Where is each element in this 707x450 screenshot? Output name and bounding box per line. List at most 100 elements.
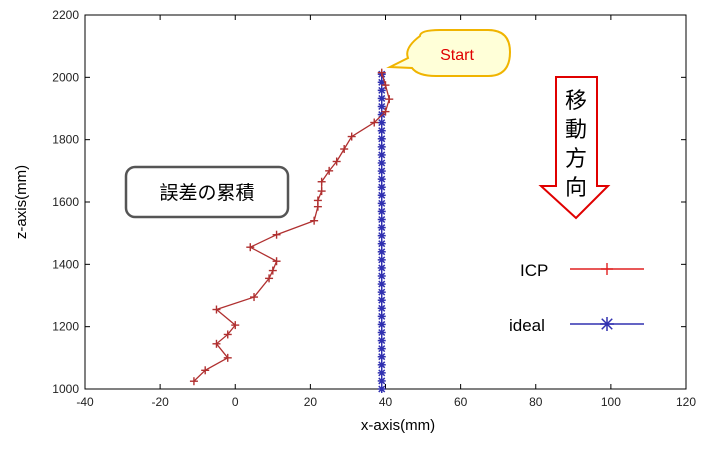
icp-point <box>231 321 240 330</box>
callout-text: Start <box>440 47 474 64</box>
x-tick-label: -20 <box>151 395 169 409</box>
direction-char-3: 方 <box>565 147 587 172</box>
ideal-point <box>377 86 386 95</box>
ideal-point <box>377 263 386 272</box>
y-tick-label: 2200 <box>52 8 79 22</box>
x-tick-label: 60 <box>454 395 468 409</box>
ideal-point <box>377 272 386 281</box>
ideal-point <box>377 167 386 176</box>
icp-point <box>223 330 232 339</box>
error-note-text: 誤差の累積 <box>159 182 254 204</box>
icp-point <box>385 95 394 104</box>
icp-point <box>317 177 326 186</box>
error-note-box <box>124 165 290 219</box>
icp-point <box>272 257 281 266</box>
icp-point <box>332 157 341 166</box>
ideal-point <box>377 191 386 200</box>
ideal-point <box>377 239 386 248</box>
icp-point <box>212 339 221 348</box>
ideal-point <box>377 296 386 305</box>
ideal-point <box>377 126 386 135</box>
icp-point <box>370 118 379 127</box>
x-axis-label: x-axis(mm) <box>361 417 435 434</box>
legend-label-icp: ICP <box>520 261 548 280</box>
ideal-point <box>377 207 386 216</box>
icp-point <box>347 132 356 141</box>
ideal-point <box>377 183 386 192</box>
x-tick-label: 0 <box>232 395 239 409</box>
y-tick-label: 1800 <box>52 133 79 147</box>
direction-arrow: 移 動 方 向 <box>538 76 611 220</box>
ideal-point <box>377 102 386 111</box>
x-tick-label: 20 <box>304 395 318 409</box>
start-callout: Start <box>386 29 512 77</box>
ideal-point <box>377 199 386 208</box>
ideal-point <box>377 344 386 353</box>
ideal-point <box>377 336 386 345</box>
ideal-point <box>377 352 386 361</box>
ideal-point <box>377 376 386 385</box>
ideal-point <box>377 304 386 313</box>
ideal-point <box>377 247 386 256</box>
ideal-point <box>377 320 386 329</box>
icp-point <box>272 230 281 239</box>
ideal-point <box>377 385 386 393</box>
axis-ticks: -40 -20 0 20 40 60 80 100 120 1000 1200 1400 1600 180… <box>52 8 696 409</box>
x-tick-label: 40 <box>379 395 393 409</box>
icp-point <box>189 377 198 386</box>
icp-point <box>212 305 221 314</box>
icp-point <box>317 187 326 196</box>
ideal-point <box>377 255 386 264</box>
y-tick-label: 1200 <box>52 320 79 334</box>
ideal-point <box>377 288 386 297</box>
ideal-point <box>377 94 386 103</box>
callout-bubble <box>386 29 512 77</box>
direction-char-2: 動 <box>565 118 587 143</box>
error-note: 誤差の累積 <box>124 165 290 219</box>
ideal-point <box>377 175 386 184</box>
ideal-point <box>377 360 386 369</box>
ideal-point <box>377 280 386 289</box>
icp-point <box>325 166 334 175</box>
legend: ICP ideal <box>509 261 644 335</box>
icp-point <box>313 202 322 211</box>
icp-point <box>223 353 232 362</box>
legend-marker-ideal <box>600 317 614 331</box>
icp-point <box>310 216 319 225</box>
icp-point <box>340 145 349 154</box>
y-tick-label: 2000 <box>52 70 79 84</box>
icp-point <box>250 293 259 302</box>
ideal-point <box>377 368 386 377</box>
ideal-point <box>377 134 386 143</box>
icp-point <box>381 107 390 116</box>
legend-marker-icp <box>601 263 613 275</box>
legend-label-ideal: ideal <box>509 316 545 335</box>
ideal-point <box>377 328 386 337</box>
x-tick-label: 100 <box>601 395 621 409</box>
icp-point <box>265 274 274 283</box>
y-axis-label: z-axis(mm) <box>13 165 30 239</box>
ideal-point <box>377 159 386 168</box>
x-tick-label: 120 <box>676 395 696 409</box>
y-tick-label: 1400 <box>52 257 79 271</box>
ideal-point <box>377 215 386 224</box>
x-tick-label: 80 <box>529 395 543 409</box>
direction-char-1: 移 <box>565 89 587 114</box>
icp-point <box>381 81 390 90</box>
icp-point <box>377 68 386 77</box>
ideal-point <box>377 231 386 240</box>
icp-point <box>268 266 277 275</box>
icp-point <box>201 366 210 375</box>
y-tick-label: 1600 <box>52 195 79 209</box>
direction-arrow-shape <box>538 76 611 220</box>
series-layer <box>189 68 394 393</box>
y-tick-label: 1000 <box>52 382 79 396</box>
legend-ideal-marker-shape <box>600 317 614 331</box>
x-tick-label: -40 <box>76 395 94 409</box>
ideal-point <box>377 142 386 151</box>
icp-point <box>246 243 255 252</box>
ideal-point <box>377 150 386 159</box>
direction-char-4: 向 <box>565 176 587 201</box>
